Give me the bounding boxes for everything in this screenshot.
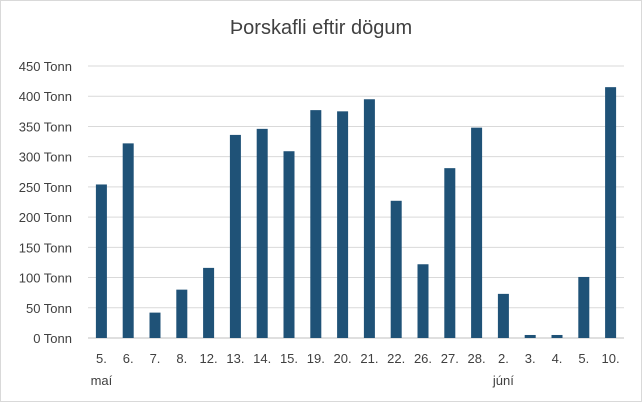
- x-tick-label: 14.: [253, 351, 271, 366]
- bar: [444, 168, 456, 338]
- x-axis-ticks: 5. 6. 7. 8. 12. 13. 14. 15. 19. 20. 21. 22. 26. 27. 28…: [91, 351, 620, 388]
- x-tick-label: 10.: [602, 351, 620, 366]
- y-tick-label: 400 Tonn: [19, 89, 72, 104]
- bar: [417, 264, 429, 338]
- y-axis-ticks: 0 Tonn 50 Tonn 100 Tonn 150 Tonn 200 Tonn 250…: [19, 59, 72, 346]
- x-tick-label: 4.: [552, 351, 563, 366]
- x-tick-label: 19.: [307, 351, 325, 366]
- bar: [390, 200, 402, 338]
- chart-title: Þorskafli eftir dögum: [229, 17, 413, 39]
- x-group-label: maí: [91, 373, 113, 388]
- x-tick-label: 7.: [150, 351, 161, 366]
- y-tick-label: 200 Tonn: [19, 210, 72, 225]
- bar: [497, 293, 509, 338]
- x-tick-label: 15.: [280, 351, 298, 366]
- y-tick-label: 250 Tonn: [19, 180, 72, 195]
- bar: [203, 267, 215, 338]
- bar: [363, 99, 375, 338]
- bars: [95, 87, 617, 339]
- x-tick-label: 26.: [414, 351, 432, 366]
- bar: [229, 134, 241, 338]
- y-tick-label: 150 Tonn: [19, 240, 72, 255]
- bar: [605, 87, 617, 339]
- x-tick-label: 22.: [387, 351, 405, 366]
- x-tick-label: 5.: [96, 351, 107, 366]
- bar: [337, 111, 349, 338]
- x-tick-label: 20.: [334, 351, 352, 366]
- x-tick-label: 8.: [176, 351, 187, 366]
- y-tick-label: 50 Tonn: [26, 301, 72, 316]
- bar: [578, 276, 590, 338]
- y-tick-label: 350 Tonn: [19, 119, 72, 134]
- bar: [283, 151, 295, 338]
- x-tick-label: 5.: [578, 351, 589, 366]
- x-tick-label: 21.: [360, 351, 378, 366]
- bar: [176, 289, 188, 338]
- gridlines: [88, 65, 624, 339]
- y-tick-label: 450 Tonn: [19, 59, 72, 74]
- x-tick-label: 3.: [525, 351, 536, 366]
- y-tick-label: 0 Tonn: [33, 331, 72, 346]
- bar: [122, 143, 134, 338]
- y-tick-label: 300 Tonn: [19, 150, 72, 165]
- x-tick-label: 12.: [200, 351, 218, 366]
- x-tick-label: 27.: [441, 351, 459, 366]
- x-tick-label: 28.: [468, 351, 486, 366]
- bar: [310, 110, 322, 338]
- y-tick-label: 100 Tonn: [19, 271, 72, 286]
- bar: [149, 312, 161, 338]
- bar: [551, 334, 563, 338]
- bar: [256, 128, 268, 338]
- bar: [524, 334, 536, 338]
- bar: [471, 127, 483, 338]
- x-tick-label: 6.: [123, 351, 134, 366]
- x-tick-label: 13.: [226, 351, 244, 366]
- x-tick-label: 2.: [498, 351, 509, 366]
- x-group-label: júní: [492, 373, 514, 388]
- bar: [95, 184, 107, 338]
